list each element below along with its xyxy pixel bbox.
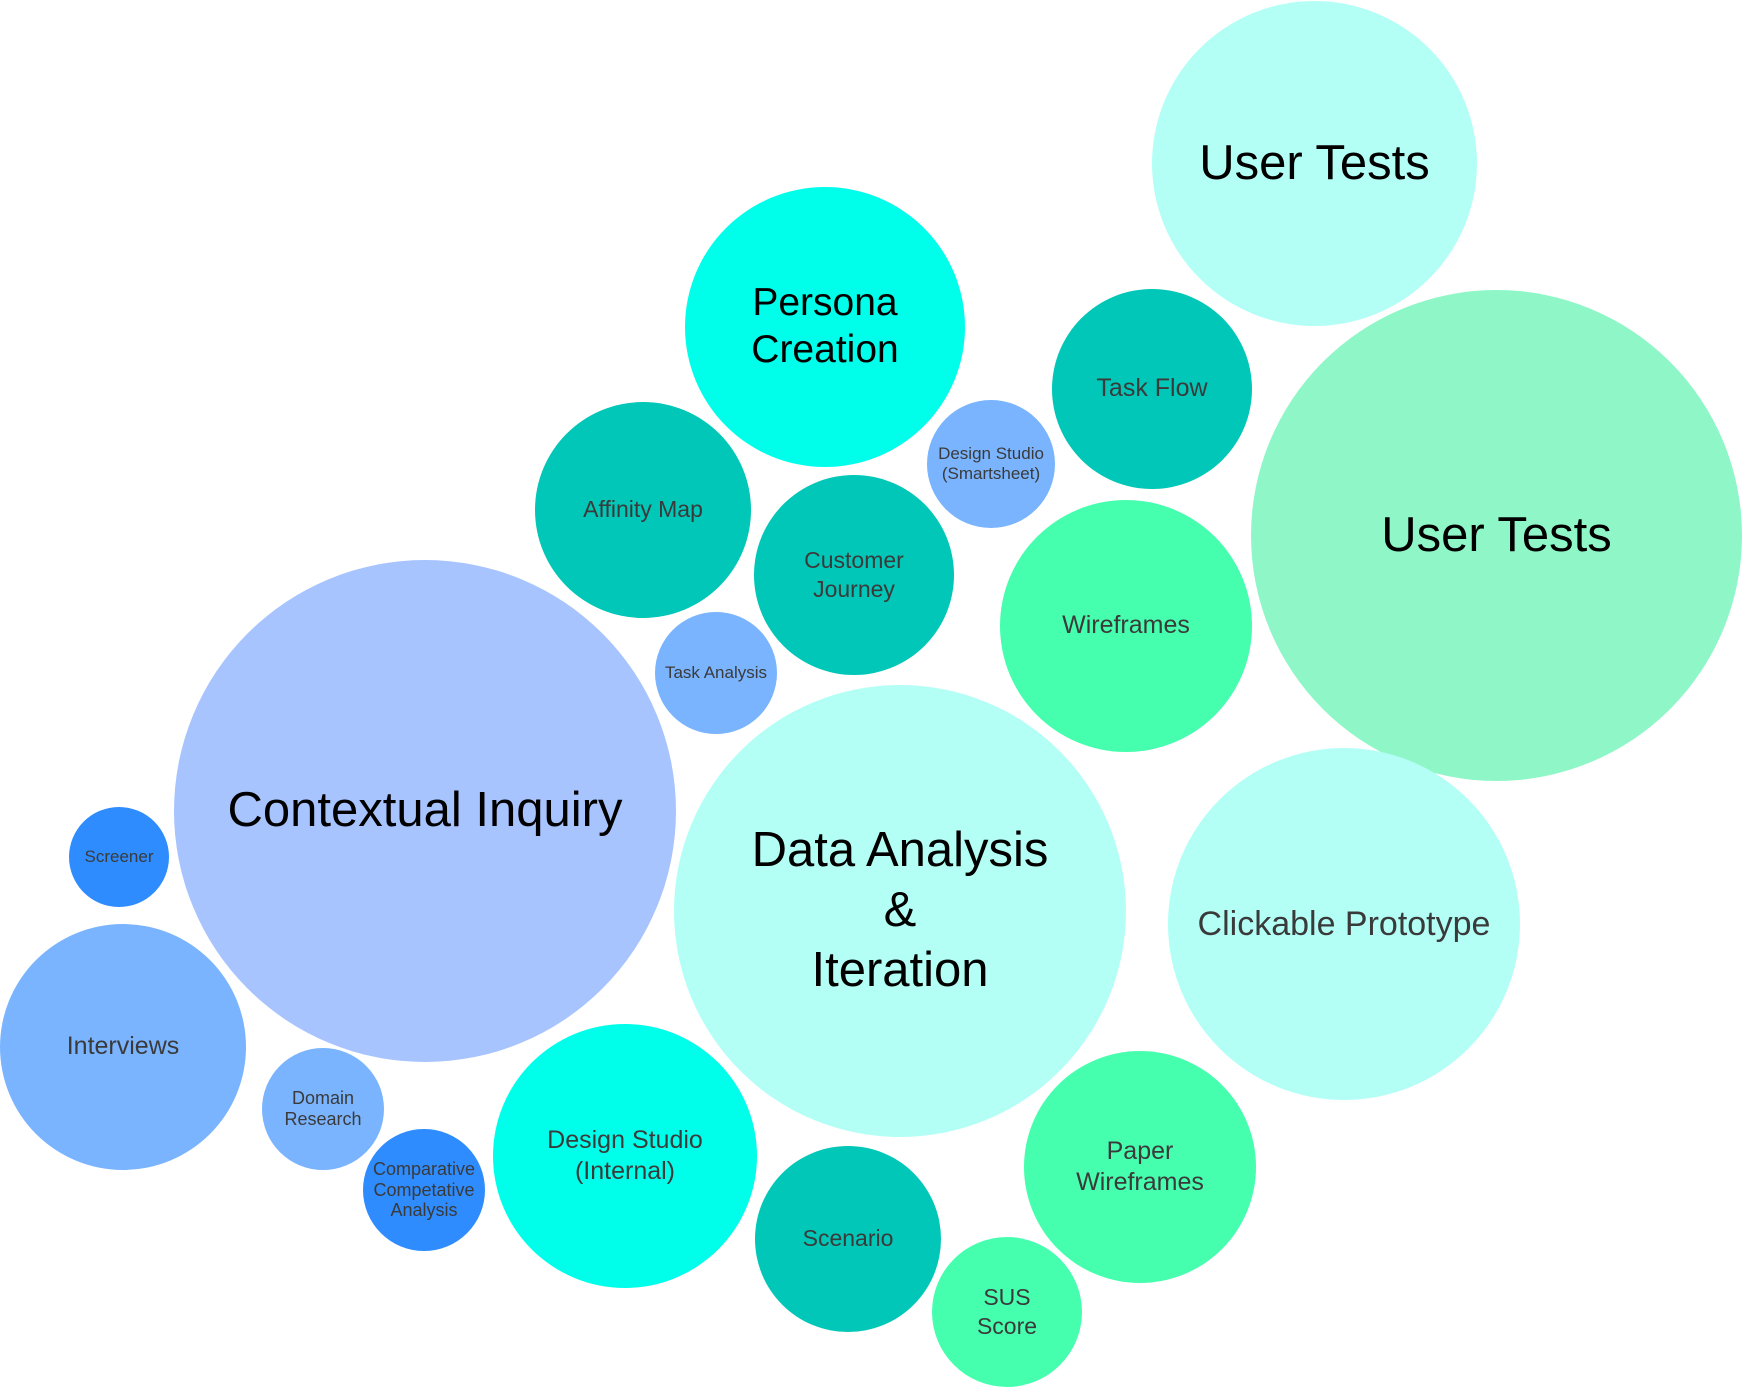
bubble-label: Persona Creation [751, 281, 899, 371]
bubble-label: User Tests [1199, 135, 1430, 190]
bubble-label: Data Analysis & Iteration [751, 823, 1049, 997]
bubble-label: Scenario [802, 1225, 894, 1252]
bubble-interviews: Interviews [0, 924, 246, 1170]
bubble-user-tests-large: User Tests [1251, 290, 1742, 781]
bubble-user-tests-top: User Tests [1152, 1, 1477, 326]
bubble-label: Clickable Prototype [1197, 904, 1491, 943]
bubble-comparative-competative-analysis: Comparative Competative Analysis [363, 1129, 485, 1251]
bubble-label: Domain Research [284, 1087, 362, 1129]
bubble-wireframes: Wireframes [1000, 500, 1252, 752]
bubble-label: Task Flow [1096, 374, 1208, 403]
bubble-affinity-map: Affinity Map [535, 402, 751, 618]
bubble-clickable-prototype: Clickable Prototype [1168, 748, 1520, 1100]
bubble-screener: Screener [69, 807, 169, 907]
bubble-task-analysis: Task Analysis [655, 612, 777, 734]
bubble-label: User Tests [1381, 507, 1612, 562]
bubble-label: Comparative Competative Analysis [372, 1158, 476, 1221]
bubble-label: Design Studio (Smartsheet) [938, 443, 1044, 483]
bubble-paper-wireframes: Paper Wireframes [1024, 1051, 1256, 1283]
bubble-persona-creation: Persona Creation [685, 187, 965, 467]
bubble-design-studio-internal: Design Studio (Internal) [493, 1024, 757, 1288]
bubble-label: Contextual Inquiry [227, 783, 623, 838]
bubble-task-flow: Task Flow [1052, 289, 1252, 489]
bubble-sus-score: SUS Score [932, 1237, 1082, 1387]
bubble-contextual-inquiry: Contextual Inquiry [174, 560, 676, 1062]
bubble-label: SUS Score [976, 1284, 1038, 1339]
bubble-data-analysis-iteration: Data Analysis & Iteration [674, 685, 1126, 1137]
bubble-label: Task Analysis [664, 662, 768, 682]
bubble-customer-journey: Customer Journey [754, 475, 954, 675]
bubble-label: Screener [84, 846, 154, 866]
bubble-label: Design Studio (Internal) [547, 1125, 703, 1185]
bubble-scenario: Scenario [755, 1146, 941, 1332]
bubble-design-studio-smartsheet: Design Studio (Smartsheet) [927, 400, 1055, 528]
bubble-label: Paper Wireframes [1076, 1136, 1204, 1196]
bubble-label: Wireframes [1062, 611, 1190, 640]
bubble-label: Customer Journey [804, 547, 904, 602]
bubble-label: Affinity Map [583, 496, 703, 523]
bubble-label: Interviews [66, 1032, 180, 1061]
bubble-domain-research: Domain Research [262, 1048, 384, 1170]
